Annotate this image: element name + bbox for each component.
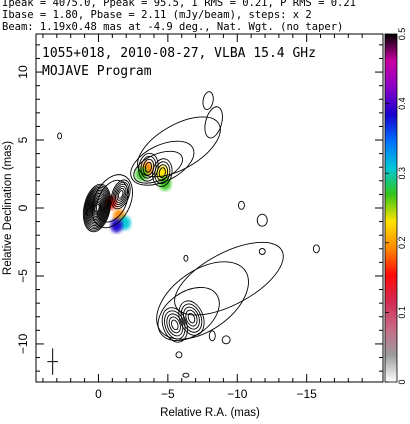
beam-ellipse — [47, 348, 58, 375]
south-extended-contour — [157, 287, 220, 342]
inner-jet-contour — [117, 190, 124, 199]
noise-contour — [237, 200, 245, 210]
core-contour — [87, 191, 107, 225]
noise-contour — [57, 132, 63, 140]
inner-jet-contour — [116, 188, 125, 201]
noise-contour — [175, 351, 183, 359]
noise-contour — [183, 254, 189, 262]
inner-jet-contour — [113, 183, 128, 206]
south-extended-contour — [174, 241, 284, 316]
x-tick-label: −10 — [227, 387, 248, 401]
noise-contour — [208, 330, 216, 342]
south-lobe-contour — [166, 313, 184, 337]
knot-contour — [144, 161, 152, 173]
x-axis-title: Relative R.A. (mas) — [160, 407, 260, 419]
x-tick-label: −5 — [161, 387, 175, 401]
noise-contour — [256, 213, 268, 227]
axis-ticks — [36, 34, 383, 382]
colorbar-tick-label: 0.1 — [397, 306, 407, 319]
core-contour — [85, 188, 109, 228]
core-contour — [90, 197, 104, 219]
map-title: 1055+018, 2010-08-27, VLBA 15.4 GHz — [42, 46, 316, 61]
core-contour — [93, 202, 101, 214]
core-contour — [83, 185, 111, 231]
noise-contour — [258, 248, 266, 255]
y-tick-label: −10 — [16, 333, 30, 354]
polarization-blob — [110, 218, 123, 233]
header-beam-line: Beam: 1.19x0.48 mas at -4.9 deg., Nat. W… — [2, 21, 344, 33]
core-contour — [84, 186, 110, 230]
x-tick-labels: 0 −5 −10 −15 — [95, 387, 317, 401]
x-tick-label: −15 — [296, 387, 317, 401]
core-contour — [86, 189, 108, 227]
colorbar-tick-label: 0.5 — [397, 28, 407, 41]
south-lobe-contour — [161, 307, 188, 343]
y-tick-label: 0 — [16, 204, 30, 211]
north-wisp-contour — [204, 106, 223, 139]
jet-envelope-contour — [91, 174, 133, 229]
south-lobe-contour — [168, 316, 181, 334]
jet-envelope-contour — [96, 179, 129, 223]
colorbar-tick-label: 0.4 — [397, 97, 407, 110]
y-tick-label: 5 — [16, 136, 30, 143]
south-lobe-contour — [164, 310, 186, 340]
intensity-contours — [57, 91, 320, 378]
south-lobe-contour — [185, 309, 198, 327]
jet-extended-contour — [133, 150, 183, 184]
y-tick-label: 10 — [16, 65, 30, 79]
inner-jet-contour — [115, 185, 127, 203]
y-tick-label: −5 — [16, 269, 30, 283]
core-contour — [94, 203, 100, 213]
noise-contour — [182, 372, 190, 378]
colorbar-tick-label: 0.2 — [397, 237, 407, 250]
map-subtitle: MOJAVE Program — [42, 64, 152, 79]
header-stats-line-1: Ipeak = 4075.0, Ppeak = 95.5, I RMS = 0.… — [2, 0, 357, 9]
colorbar-tick-label: 0.3 — [397, 167, 407, 180]
colorbar-tick-labels: 0 0.1 0.2 0.3 0.4 0.5 — [385, 28, 407, 385]
inner-jet-contour — [112, 181, 130, 208]
south-extended-contour — [156, 261, 249, 340]
x-tick-label: 0 — [95, 387, 102, 401]
y-tick-labels: 10 5 0 −5 −10 — [16, 65, 30, 354]
noise-contour — [221, 335, 231, 345]
y-axis-title: Relative Declination (mas) — [2, 141, 14, 275]
header-stats-line-2: Ibase = 1.80, Pbase = 2.11 (mJy/beam), s… — [2, 9, 312, 21]
north-wisp-contour — [202, 91, 214, 110]
noise-contour — [312, 244, 320, 254]
south-lobe-contour — [183, 306, 200, 330]
knot-contour — [158, 167, 166, 179]
jet-extended-contour — [130, 140, 195, 186]
south-lobe-contour — [171, 319, 179, 331]
south-lobe-contour — [187, 312, 196, 324]
colorbar — [384, 33, 398, 383]
inner-jet-contour — [110, 179, 131, 210]
colorbar-tick-label: 0 — [397, 379, 407, 384]
core-contour — [92, 200, 102, 216]
jet-extended-contour — [137, 116, 221, 178]
